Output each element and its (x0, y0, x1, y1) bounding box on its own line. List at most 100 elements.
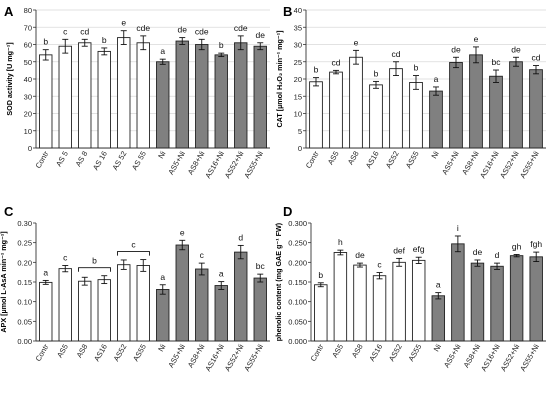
panel-label: D (283, 204, 292, 219)
y-tick-label: 30 (24, 92, 32, 101)
bar (78, 42, 92, 149)
x-tick-label: AS55 (131, 343, 148, 363)
x-tick-label: Contr (309, 342, 326, 363)
significance-letter: a (160, 272, 165, 282)
y-tick-label: 50 (24, 58, 32, 67)
bar (214, 54, 228, 149)
significance-letter: cd (532, 53, 541, 63)
significance-letter: c (377, 260, 382, 270)
y-tick-label: 40 (24, 75, 32, 84)
significance-letter: e (474, 34, 479, 44)
y-tick-label: 0.20 (17, 258, 32, 267)
bar (451, 243, 465, 342)
y-axis-title: phenolic content (mg GAE g⁻¹ FW) (274, 222, 283, 341)
bar (369, 84, 383, 149)
significance-letter: a (219, 269, 224, 279)
chart-panel-c: C 0.00 0.05 0.10 0.15 0.20 0.25 0.30 APX [µmol L… (0, 204, 270, 373)
x-tick-label: Contr (304, 149, 321, 170)
x-tick-label: Ni (156, 149, 168, 160)
y-tick-label: 0.25 (17, 239, 32, 248)
bar (314, 284, 328, 342)
bar (214, 285, 228, 342)
bar (117, 264, 131, 342)
y-tick-label: 0.10 (17, 298, 32, 307)
bar (58, 268, 72, 342)
significance-letter: b (414, 63, 419, 73)
significance-letter: c (63, 26, 68, 36)
significance-letter: def (393, 245, 405, 255)
significance-letter: cde (234, 23, 248, 33)
bar (253, 45, 267, 149)
bar (389, 68, 403, 149)
x-tick-label: Contr (34, 149, 51, 170)
x-tick-label: AS8+Ni (462, 342, 483, 369)
panel-label: C (4, 204, 14, 219)
significance-letter: b (219, 40, 224, 50)
y-tick-label: 10 (24, 127, 32, 136)
x-tick-label: AS52 (384, 150, 401, 170)
y-axis-title: APX [µmol L-AsA min⁻¹ mg⁻¹] (0, 231, 8, 332)
bar (509, 61, 523, 149)
y-tick-label: 15 (294, 92, 302, 101)
bar (529, 256, 543, 342)
bar (39, 54, 53, 149)
x-tick-label: Contr (34, 342, 51, 363)
chart-panel-a: A 0 10 20 30 40 50 60 70 80 SOD activity [U mg⁻¹] b… (4, 4, 270, 180)
bar (136, 42, 150, 149)
x-tick-label: AS55 (406, 343, 423, 363)
bar (97, 50, 111, 149)
y-tick-label: 0 (298, 144, 302, 153)
y-tick-label: 0.250 (288, 239, 307, 248)
x-tick-label: AS8+Ni (186, 149, 207, 176)
significance-letter: d (238, 232, 243, 242)
group-bracket (117, 251, 150, 256)
bracket-letter: c (131, 240, 136, 250)
y-tick-label: 0.05 (17, 317, 32, 326)
significance-letter: c (63, 252, 68, 262)
y-tick-label: 0.100 (288, 298, 307, 307)
panel-label: A (4, 4, 14, 19)
significance-letter: c (200, 250, 205, 260)
x-tick-label: AS5 (55, 343, 70, 360)
y-tick-label: 0.300 (288, 219, 307, 228)
x-tick-label: AS55+Ni (518, 342, 541, 373)
x-tick-label: AS55+Ni (518, 149, 541, 180)
x-tick-label: AS5 (326, 150, 341, 167)
x-tick-label: AS 16 (91, 150, 109, 172)
y-tick-label: 5 (298, 127, 302, 136)
bar (234, 42, 248, 149)
significance-letter: cd (80, 26, 89, 36)
panel-label: B (283, 4, 292, 19)
x-tick-label: Ni (429, 149, 441, 160)
bar (253, 277, 267, 342)
significance-letter: b (102, 35, 107, 45)
significance-letter: a (434, 74, 439, 84)
significance-letter: de (451, 44, 461, 54)
x-tick-label: Ni (156, 342, 168, 353)
significance-letter: fgh (530, 239, 542, 249)
significance-letter: b (374, 68, 379, 78)
x-tick-label: AS52 (112, 343, 129, 363)
bar (509, 255, 524, 342)
significance-letter: a (43, 267, 48, 277)
y-axis-title: SOD activity [U mg⁻¹] (5, 42, 14, 115)
significance-letter: cd (332, 57, 341, 67)
x-tick-label: AS 55 (130, 150, 148, 172)
y-tick-label: 0.150 (288, 278, 307, 287)
y-tick-label: 10 (294, 110, 302, 119)
bar (175, 40, 189, 149)
y-tick-label: 0.050 (288, 317, 307, 326)
x-tick-label: AS52 (387, 343, 404, 363)
x-tick-label: AS8 (350, 343, 365, 360)
x-tick-label: AS8+Ni (186, 342, 207, 369)
bar (490, 265, 504, 342)
bar (349, 56, 363, 149)
significance-letter: bc (492, 57, 502, 67)
y-tick-label: 80 (24, 6, 32, 15)
significance-letter: e (121, 18, 126, 28)
bar (449, 61, 463, 149)
y-tick-label: 20 (294, 75, 302, 84)
bar (353, 264, 367, 342)
x-tick-label: AS5+Ni (442, 342, 463, 369)
